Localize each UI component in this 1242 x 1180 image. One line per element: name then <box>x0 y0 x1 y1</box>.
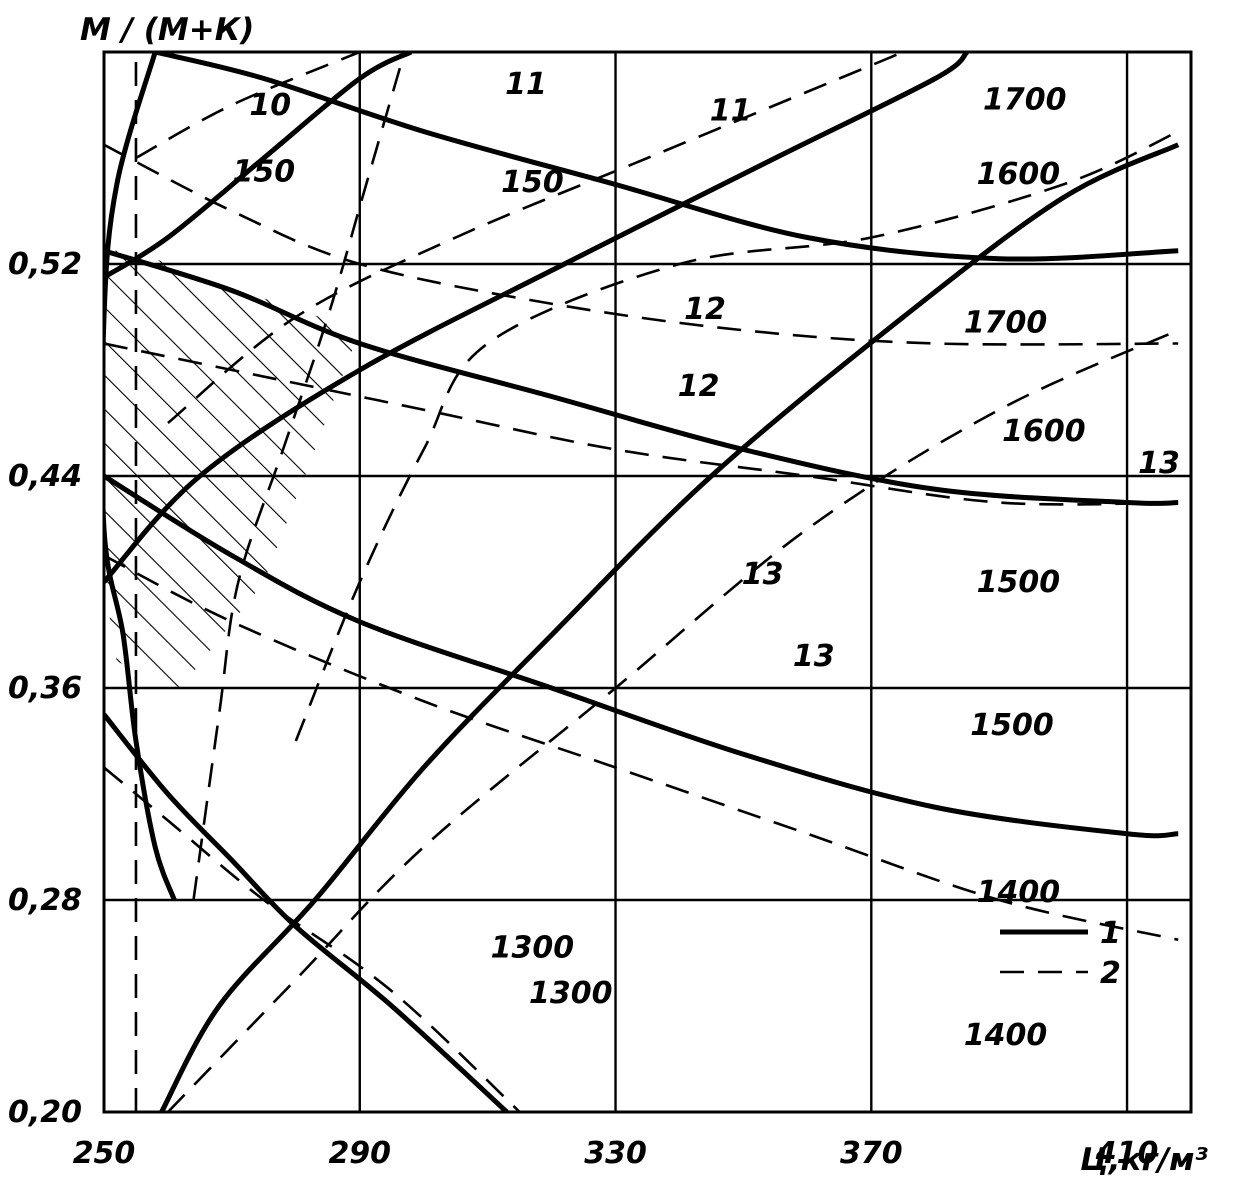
curve-label: 13 <box>1138 446 1180 481</box>
series-line-dashed-15 <box>104 554 1179 942</box>
series-line-dashed-10 <box>167 52 904 425</box>
y-tick-label: 0,28 <box>8 883 82 918</box>
series-line-dashed-17 <box>294 130 1179 742</box>
shaded-region <box>104 250 360 688</box>
series-line-dashed-12 <box>192 52 406 901</box>
series-line-dashed-9 <box>167 329 1179 1112</box>
curve-label: 1400 <box>977 875 1061 910</box>
curve-label: 1700 <box>964 305 1048 340</box>
x-axis-title: Ц,кг/м³ <box>1080 1142 1208 1178</box>
curve-label: 13 <box>793 639 835 674</box>
y-axis-title: М / (М+К) <box>80 12 254 48</box>
series-line-solid-6 <box>104 473 1179 839</box>
x-tick-label: 370 <box>840 1136 903 1171</box>
curve-label: 12 <box>678 369 720 404</box>
curve-label: 10 <box>249 88 291 123</box>
hatched-area <box>104 250 360 688</box>
tick-labels: 250 290 330 370 410 0,20 0,28 0,36 0,44 0,52 <box>8 247 1158 1171</box>
curve-label: 11 <box>710 93 752 128</box>
y-tick-label: 0,44 <box>8 459 82 494</box>
curve-label: 1500 <box>970 708 1054 743</box>
axis-titles: М / (М+К) Ц,кг/м³ <box>80 12 1208 1178</box>
series-line-solid-2 <box>104 52 970 584</box>
curve-label: 12 <box>684 292 726 327</box>
series-line-dashed-13 <box>104 143 1179 346</box>
curve-label: 1600 <box>977 157 1061 192</box>
curve-label: 150 <box>233 154 296 189</box>
curve-label: 1500 <box>977 565 1061 600</box>
curve-label: 1400 <box>964 1018 1048 1053</box>
x-tick-label: 250 <box>73 1136 136 1171</box>
x-tick-label: 290 <box>328 1136 391 1171</box>
curve-label: 11 <box>505 67 547 102</box>
plot-frame <box>102 50 1193 1114</box>
y-tick-label: 0,36 <box>8 671 82 706</box>
series-line-solid-3 <box>104 52 413 280</box>
legend-label: 2 <box>1100 956 1121 991</box>
x-tick-label: 330 <box>584 1136 647 1171</box>
x-tick-label: 410 <box>1095 1136 1159 1171</box>
series-line-dashed-18 <box>104 766 521 1112</box>
legend-label: 1 <box>1100 916 1121 951</box>
curve-label: 1300 <box>491 931 575 966</box>
series-line-solid-1 <box>159 142 1180 1112</box>
curve-label: 13 <box>742 557 784 592</box>
y-tick-label: 0,20 <box>8 1095 82 1130</box>
series-line-solid-5 <box>104 248 1179 506</box>
curve-label: 1600 <box>1002 414 1086 449</box>
curve-label: 150 <box>501 165 564 200</box>
plot-border <box>102 50 1193 1114</box>
legend: 12 <box>1000 916 1121 991</box>
y-tick-label: 0,52 <box>8 247 82 282</box>
curve-label: 1300 <box>529 976 613 1011</box>
series-line-solid-7 <box>104 712 509 1112</box>
curve-labels: 1015011111501212170016001700160013131315… <box>233 67 1180 1053</box>
curve-label: 1700 <box>983 83 1067 118</box>
